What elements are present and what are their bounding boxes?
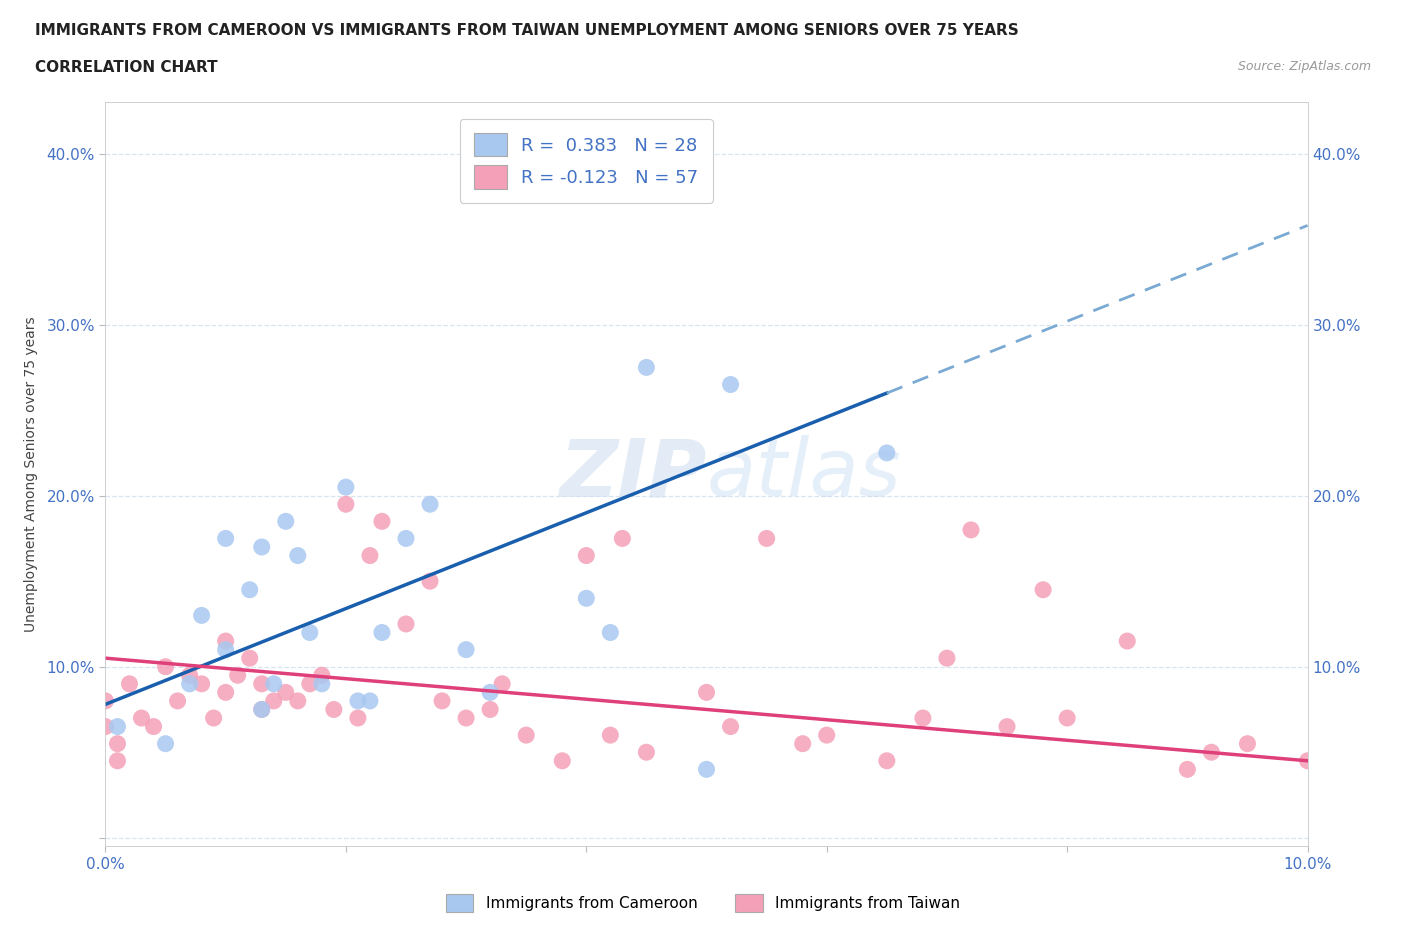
Point — [118, 676, 141, 691]
Point — [131, 711, 153, 725]
Point — [911, 711, 934, 725]
Point — [696, 684, 718, 699]
Point — [755, 531, 778, 546]
Point — [876, 445, 898, 460]
Point — [936, 651, 959, 666]
Point — [214, 684, 236, 699]
Point — [274, 684, 297, 699]
Point — [575, 548, 598, 563]
Point — [214, 633, 236, 648]
Point — [395, 617, 418, 631]
Point — [696, 762, 718, 777]
Point — [226, 668, 249, 683]
Point — [166, 694, 188, 709]
Point — [250, 539, 273, 554]
Point — [335, 480, 357, 495]
Point — [720, 719, 742, 734]
Point — [371, 514, 394, 529]
Point — [311, 668, 333, 683]
Point — [298, 676, 321, 691]
Legend: R =  0.383   N = 28, R = -0.123   N = 57: R = 0.383 N = 28, R = -0.123 N = 57 — [460, 119, 713, 203]
Point — [287, 548, 309, 563]
Point — [479, 684, 502, 699]
Point — [202, 711, 225, 725]
Text: atlas: atlas — [707, 435, 901, 513]
Text: IMMIGRANTS FROM CAMEROON VS IMMIGRANTS FROM TAIWAN UNEMPLOYMENT AMONG SENIORS OV: IMMIGRANTS FROM CAMEROON VS IMMIGRANTS F… — [35, 23, 1019, 38]
Point — [190, 608, 212, 623]
Text: ZIP: ZIP — [560, 435, 707, 513]
Point — [179, 676, 201, 691]
Point — [960, 523, 983, 538]
Point — [419, 574, 441, 589]
Legend: Immigrants from Cameroon, Immigrants from Taiwan: Immigrants from Cameroon, Immigrants fro… — [440, 888, 966, 918]
Point — [142, 719, 165, 734]
Point — [551, 753, 574, 768]
Point — [347, 711, 370, 725]
Point — [636, 360, 658, 375]
Point — [359, 694, 381, 709]
Point — [190, 676, 212, 691]
Point — [107, 753, 129, 768]
Point — [419, 497, 441, 512]
Point — [371, 625, 394, 640]
Point — [263, 676, 285, 691]
Point — [250, 702, 273, 717]
Point — [250, 702, 273, 717]
Point — [214, 531, 236, 546]
Point — [612, 531, 634, 546]
Point — [454, 643, 477, 658]
Point — [815, 727, 838, 742]
Point — [430, 694, 453, 709]
Point — [575, 591, 598, 605]
Point — [311, 676, 333, 691]
Point — [322, 702, 344, 717]
Point — [239, 651, 262, 666]
Point — [1296, 753, 1319, 768]
Point — [636, 745, 658, 760]
Point — [1056, 711, 1078, 725]
Point — [395, 531, 418, 546]
Point — [94, 694, 117, 709]
Point — [599, 727, 621, 742]
Point — [515, 727, 537, 742]
Point — [274, 514, 297, 529]
Point — [94, 719, 117, 734]
Point — [239, 582, 262, 597]
Point — [876, 753, 898, 768]
Point — [107, 719, 129, 734]
Point — [155, 659, 177, 674]
Point — [335, 497, 357, 512]
Point — [720, 377, 742, 392]
Point — [155, 737, 177, 751]
Point — [214, 643, 236, 658]
Point — [792, 737, 814, 751]
Point — [1236, 737, 1258, 751]
Point — [107, 737, 129, 751]
Y-axis label: Unemployment Among Seniors over 75 years: Unemployment Among Seniors over 75 years — [24, 316, 38, 632]
Point — [1032, 582, 1054, 597]
Point — [359, 548, 381, 563]
Point — [491, 676, 513, 691]
Text: Source: ZipAtlas.com: Source: ZipAtlas.com — [1237, 60, 1371, 73]
Point — [1201, 745, 1223, 760]
Point — [263, 694, 285, 709]
Point — [1116, 633, 1139, 648]
Point — [995, 719, 1018, 734]
Point — [479, 702, 502, 717]
Point — [179, 668, 201, 683]
Text: CORRELATION CHART: CORRELATION CHART — [35, 60, 218, 75]
Point — [454, 711, 477, 725]
Point — [599, 625, 621, 640]
Point — [1175, 762, 1198, 777]
Point — [250, 676, 273, 691]
Point — [298, 625, 321, 640]
Point — [287, 694, 309, 709]
Point — [347, 694, 370, 709]
